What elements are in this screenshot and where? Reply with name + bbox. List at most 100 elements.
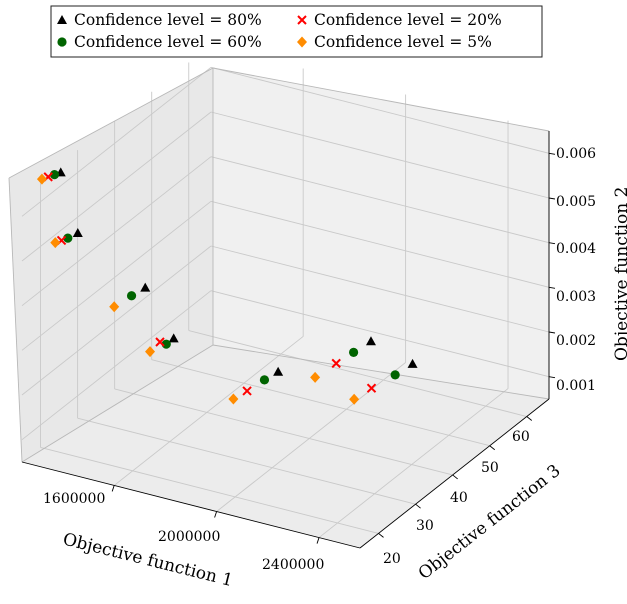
x-tick-label: 2400000 [262,557,324,573]
data-point-x [366,383,377,393]
y-tick-mark [526,416,533,421]
z-tick-label: 0.005 [556,194,596,210]
gridline-y-floor [40,446,379,534]
x-tick-mark [316,537,320,544]
axes-panes [9,68,549,548]
z-tick-mark [548,376,556,379]
gridline-y-floor [77,417,416,505]
series-x [43,172,377,396]
gridline-z-back [210,200,550,288]
y-tick-mark [452,474,458,480]
y-tick-label: 20 [383,551,401,567]
y-axis-line [359,398,550,549]
z-tick-label: 0.002 [556,333,596,349]
z-tick-label: 0.001 [556,378,596,394]
z-tick-mark [548,331,556,334]
gridline-z-left [21,156,212,307]
gridline-z-left [21,111,212,262]
gridline-y-floor [151,359,490,447]
data-point-circle [49,170,60,180]
x-tick-label: 1600000 [43,491,105,507]
legend-marker-triangle [57,15,67,24]
back-pane [213,68,549,399]
gridline-x-floor [216,362,406,512]
data-point-diamond [349,393,360,405]
gridline-y-floor [188,330,527,417]
y-tick-label: 50 [481,460,499,476]
data-point-circle [259,375,270,385]
gridline-z-back [210,290,550,378]
legend-box [50,5,543,58]
data-point-circle [63,233,73,243]
y-tick-mark [489,445,495,451]
z-tick-label: 0.003 [556,289,596,305]
legend-marker-circle [57,37,67,47]
legend-label: Confidence level = 20% [314,11,502,29]
z-tick-mark [548,197,556,200]
data-point-diamond [50,237,61,249]
gridline-z-left [21,245,212,396]
data-point-triangle [168,333,179,343]
y-tick-labels: 20 30 40 50 60 [383,429,530,567]
x-tick-label: 2000000 [158,529,220,545]
gridline-z-back [210,66,550,154]
data-point-triangle [72,227,83,237]
data-point-triangle [140,282,151,292]
y-tick-label: 40 [450,490,468,506]
z-tick-label: 0.004 [556,241,596,257]
legend-marker-x [297,15,307,25]
data-point-triangle [407,358,418,368]
data-point-circle [161,339,171,349]
z-axis-title: Objective function 2 [612,187,627,361]
data-point-x [155,337,165,347]
left-pane [9,68,213,462]
data-point-diamond [310,371,321,383]
z-tick-mark [548,152,556,155]
gridline-y-floor [114,388,453,476]
series-circle [49,170,400,385]
tick-marks [111,152,556,544]
x-tick-mark [214,511,218,518]
gridline-x-floor [113,336,304,486]
legend-label: Confidence level = 60% [74,33,262,51]
z-tick-mark [548,286,556,289]
legend: Confidence level = 80% Confidence level =… [50,5,543,58]
y-tick-mark [415,503,421,509]
data-point-triangle [365,336,376,346]
data-point-diamond [109,301,120,313]
gridline-z-back [210,156,550,244]
data-markers [36,167,418,405]
y-tick-label: 30 [416,518,434,534]
data-point-x [331,358,341,369]
gridline-z-back [210,245,550,333]
series-diamond [36,173,360,405]
x-tick-mark [111,485,115,492]
legend-marker-diamond [297,36,307,48]
data-point-diamond [228,393,239,405]
data-point-circle [348,347,359,357]
data-point-diamond [145,346,156,358]
y-tick-mark [378,533,384,538]
data-point-x [242,386,252,396]
gridlines [21,62,550,538]
gridline-z-left [21,200,212,351]
gridline-z-left [21,66,212,217]
gridline-x-floor [318,388,509,538]
x-axis-line [21,461,361,549]
gridline-z-left [21,290,212,441]
legend-label: Confidence level = 80% [74,11,262,29]
data-point-circle [390,370,400,380]
z-tick-labels: 0.006 0.005 0.004 0.003 0.002 0.001 [556,146,596,394]
data-point-triangle [273,366,284,376]
z-tick-mark [548,242,556,245]
z-tick-label: 0.006 [556,146,596,162]
data-point-circle [126,291,137,301]
x-tick-labels: 1600000 2000000 2400000 [43,491,324,573]
y-tick-label: 60 [512,429,530,445]
gridline-z-back [210,111,550,199]
data-point-diamond [36,173,47,185]
floor-pane [22,345,549,548]
axis-lines [21,131,550,549]
legend-label: Confidence level = 5% [314,33,492,51]
